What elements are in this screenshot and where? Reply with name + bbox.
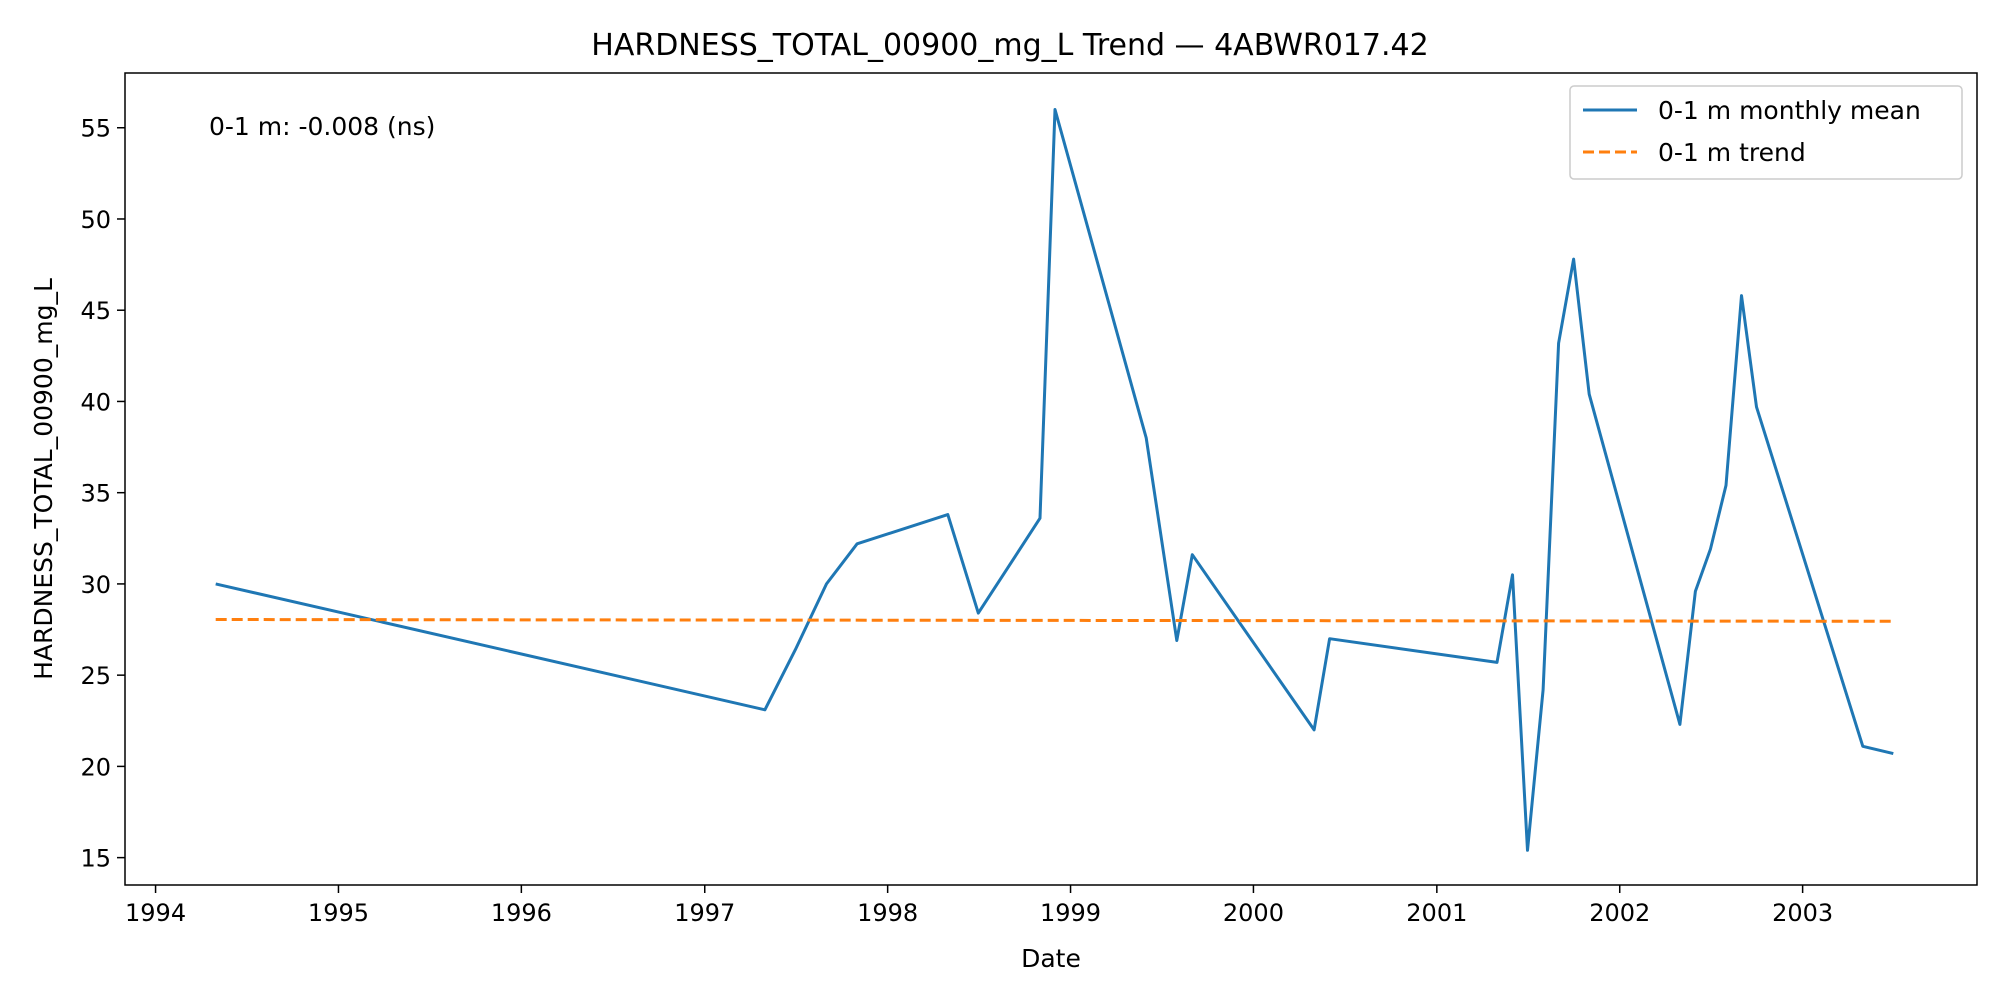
y-tick-label: 25 bbox=[80, 662, 111, 690]
x-tick-label: 2002 bbox=[1589, 899, 1650, 927]
series-line-0-1-m-trend bbox=[215, 618, 1894, 623]
x-tick-label: 1996 bbox=[491, 899, 552, 927]
y-tick-label: 45 bbox=[80, 297, 111, 325]
trend-annotation: 0-1 m: -0.008 (ns) bbox=[209, 112, 435, 141]
x-axis-label: Date bbox=[1021, 944, 1081, 973]
x-tick-label: 2000 bbox=[1223, 899, 1284, 927]
x-tick-label: 2003 bbox=[1772, 899, 1833, 927]
y-tick-label: 40 bbox=[80, 388, 111, 416]
y-tick-label: 15 bbox=[80, 845, 111, 873]
legend-box bbox=[1569, 85, 1963, 180]
x-tick-label: 2001 bbox=[1406, 899, 1467, 927]
legend: 0-1 m monthly mean 0-1 m trend bbox=[1569, 85, 1963, 180]
x-tick-label: 1995 bbox=[308, 899, 369, 927]
x-tick-label: 1999 bbox=[1040, 899, 1101, 927]
legend-label-trend: 0-1 m trend bbox=[1658, 138, 1806, 167]
x-tick-label: 1994 bbox=[125, 899, 186, 927]
y-tick-label: 55 bbox=[80, 115, 111, 143]
y-axis-label: HARDNESS_TOTAL_00900_mg_L bbox=[29, 278, 58, 680]
y-tick-label: 35 bbox=[80, 480, 111, 508]
legend-label-monthly-mean: 0-1 m monthly mean bbox=[1658, 96, 1921, 125]
y-tick-label: 30 bbox=[80, 571, 111, 599]
x-tick-label: 1998 bbox=[857, 899, 918, 927]
x-tick-label: 1997 bbox=[674, 899, 735, 927]
y-tick-label: 20 bbox=[80, 753, 111, 781]
chart-title: HARDNESS_TOTAL_00900_mg_L Trend — 4ABWR0… bbox=[591, 28, 1428, 63]
series-line-0-1-m-monthly-mean bbox=[215, 108, 1894, 852]
plot-area bbox=[215, 108, 1894, 852]
plot-frame bbox=[124, 72, 1978, 886]
y-axis: 15 20 25 30 35 40 45 50 55 bbox=[80, 115, 125, 873]
x-axis: 1994 1995 1996 1997 1998 1999 2000 2001 2002 2003 bbox=[125, 885, 1833, 927]
y-tick-label: 50 bbox=[80, 206, 111, 234]
